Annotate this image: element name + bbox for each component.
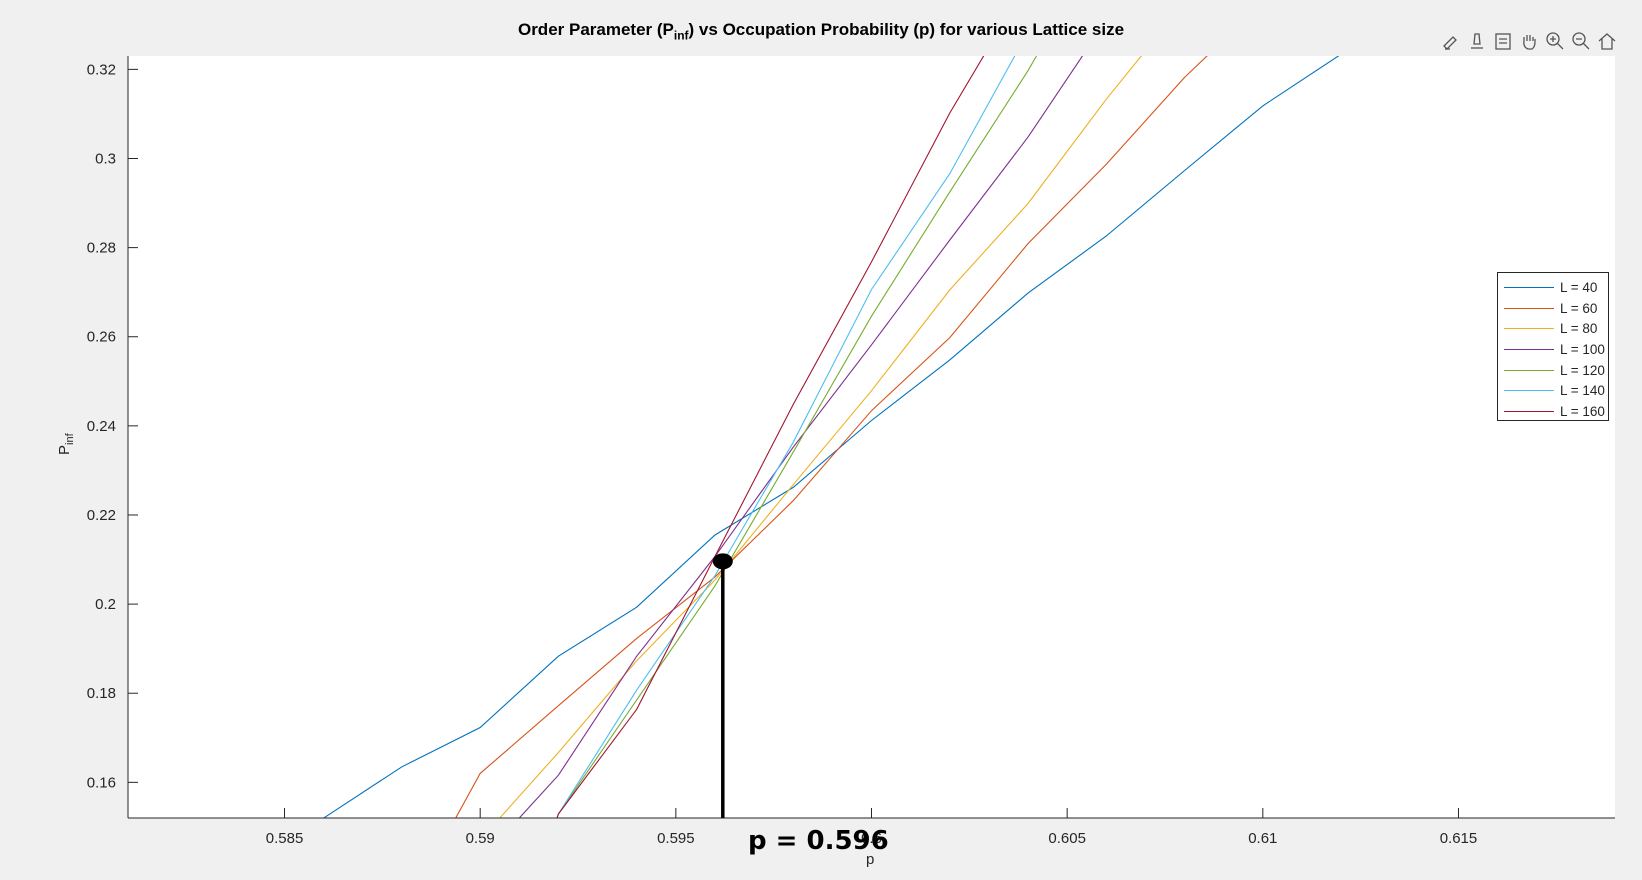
legend-item: L = 100: [1498, 339, 1608, 360]
x-tick-label: 0.615: [1440, 830, 1478, 847]
legend-label: L = 80: [1560, 321, 1598, 337]
legend: L = 40 L = 60 L = 80 L = 100 L = 120 L = 140 L…: [1497, 272, 1609, 421]
x-tick-label: 0.595: [657, 830, 695, 847]
y-tick-label: 0.16: [87, 774, 116, 791]
title-subscript: inf: [673, 28, 689, 43]
legend-item: L = 140: [1498, 380, 1608, 401]
axes-toolbar: [1440, 30, 1618, 54]
series-line-1: [322, 56, 1340, 818]
legend-label: L = 60: [1560, 300, 1598, 316]
legend-item: L = 120: [1498, 360, 1608, 381]
legend-swatch: [1504, 390, 1554, 392]
legend-item: L = 80: [1498, 318, 1608, 339]
data-cursor-icon[interactable]: [1492, 30, 1514, 52]
series-line-5: [556, 56, 1038, 818]
axes-background: [128, 56, 1615, 818]
y-axis-label-subscript: inf: [64, 433, 76, 445]
chart-title: Order Parameter (Pinf) vs Occupation Pro…: [0, 20, 1642, 42]
x-tick-label: 0.605: [1048, 830, 1086, 847]
legend-label: L = 160: [1560, 403, 1605, 419]
title-main: Order Parameter (P: [517, 20, 674, 39]
legend-swatch: [1504, 410, 1554, 412]
title-rest: ) vs Occupation Probability (p) for vari…: [688, 20, 1125, 39]
series-line-2: [455, 56, 1208, 818]
zoom-in-icon[interactable]: [1544, 30, 1566, 52]
series-line-7: [556, 56, 985, 818]
y-tick-label: 0.2: [95, 596, 116, 613]
series-line-6: [556, 56, 1016, 818]
critical-point-label: p = 0.596: [748, 826, 889, 856]
y-axis-label-main: P: [56, 444, 73, 455]
y-tick-label: 0.22: [87, 507, 116, 524]
y-tick-label: 0.32: [87, 61, 116, 78]
series-line-4: [518, 56, 1084, 818]
legend-label: L = 40: [1560, 279, 1598, 295]
legend-swatch: [1504, 348, 1554, 350]
y-tick-label: 0.26: [87, 329, 116, 346]
brush-icon[interactable]: [1440, 30, 1462, 52]
x-tick-label: 0.61: [1248, 830, 1277, 847]
y-tick-label: 0.3: [95, 150, 116, 167]
legend-item: L = 160: [1498, 401, 1608, 422]
data-tip-icon[interactable]: [1466, 30, 1488, 52]
home-icon[interactable]: [1596, 30, 1618, 52]
x-tick-label: 0.6: [861, 830, 882, 847]
legend-label: L = 140: [1560, 383, 1605, 399]
critical-point-marker: [712, 553, 733, 570]
y-tick-label: 0.18: [87, 685, 116, 702]
y-axis-label: Pinf: [56, 433, 76, 455]
legend-swatch: [1504, 328, 1554, 330]
pan-hand-icon[interactable]: [1518, 30, 1540, 52]
legend-item: L = 40: [1498, 277, 1608, 298]
legend-item: L = 60: [1498, 298, 1608, 319]
x-axis-label: p: [866, 851, 875, 868]
x-tick-label: 0.585: [266, 830, 304, 847]
legend-swatch: [1504, 307, 1554, 309]
y-tick-label: 0.28: [87, 240, 116, 257]
legend-label: L = 100: [1560, 341, 1605, 357]
x-tick-label: 0.59: [466, 830, 495, 847]
zoom-out-icon[interactable]: [1570, 30, 1592, 52]
legend-label: L = 120: [1560, 362, 1605, 378]
y-tick-label: 0.24: [87, 418, 116, 435]
legend-swatch: [1504, 369, 1554, 371]
legend-swatch: [1504, 286, 1554, 288]
series-line-3: [498, 56, 1142, 818]
